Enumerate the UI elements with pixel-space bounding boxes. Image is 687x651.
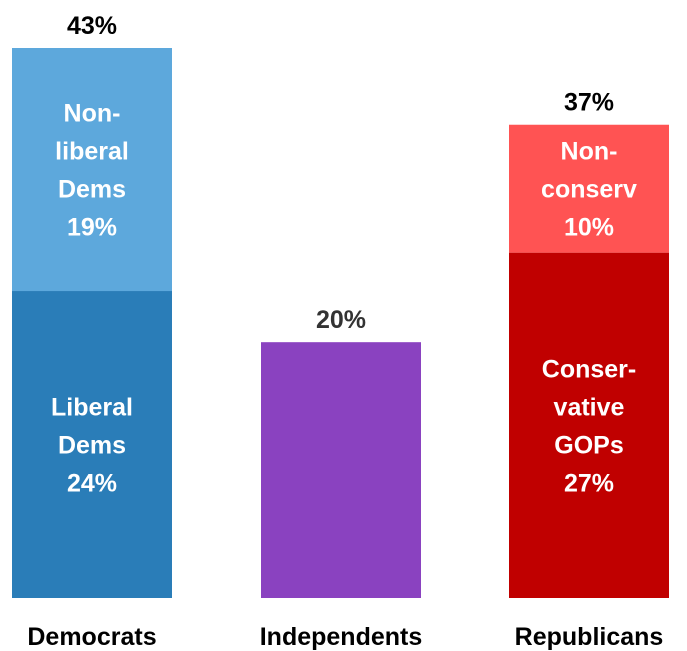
category-label-republicans: Republicans (515, 623, 664, 651)
bar-segment-democrats-2 (12, 48, 172, 292)
segment-label-republicans-1-line-1: Conser- (542, 355, 636, 383)
bar-segment-independents-1 (261, 342, 421, 598)
category-label-democrats: Democrats (27, 623, 156, 651)
segment-label-republicans-1-line-4: 27% (564, 469, 614, 497)
segment-label-democrats-2-line-4: 19% (67, 214, 117, 242)
segment-label-democrats-2-line-1: Non- (64, 100, 121, 128)
segment-label-republicans-1-line-3: GOPs (554, 431, 623, 459)
category-label-independents: Independents (260, 623, 423, 651)
segment-label-republicans-2-line-2: conserv (541, 176, 637, 204)
segment-label-republicans-2-line-3: 10% (564, 214, 614, 242)
segment-label-democrats-1-line-2: Dems (58, 432, 126, 460)
segment-label-republicans-1-line-2: vative (554, 393, 625, 421)
segment-label-democrats-2-line-2: liberal (55, 138, 129, 166)
bar-segment-republicans-1 (509, 252, 669, 598)
segment-label-democrats-1-line-1: Liberal (51, 394, 133, 422)
segment-label-democrats-2-line-3: Dems (58, 176, 126, 204)
segment-label-democrats-1-line-3: 24% (67, 470, 117, 498)
bar-segment-republicans-2 (509, 124, 669, 253)
total-label-democrats: 43% (67, 12, 117, 40)
total-label-independents: 20% (316, 306, 366, 334)
segment-label-republicans-2-line-1: Non- (561, 138, 618, 166)
total-label-republicans: 37% (564, 89, 614, 117)
bar-segment-democrats-1 (12, 291, 172, 598)
